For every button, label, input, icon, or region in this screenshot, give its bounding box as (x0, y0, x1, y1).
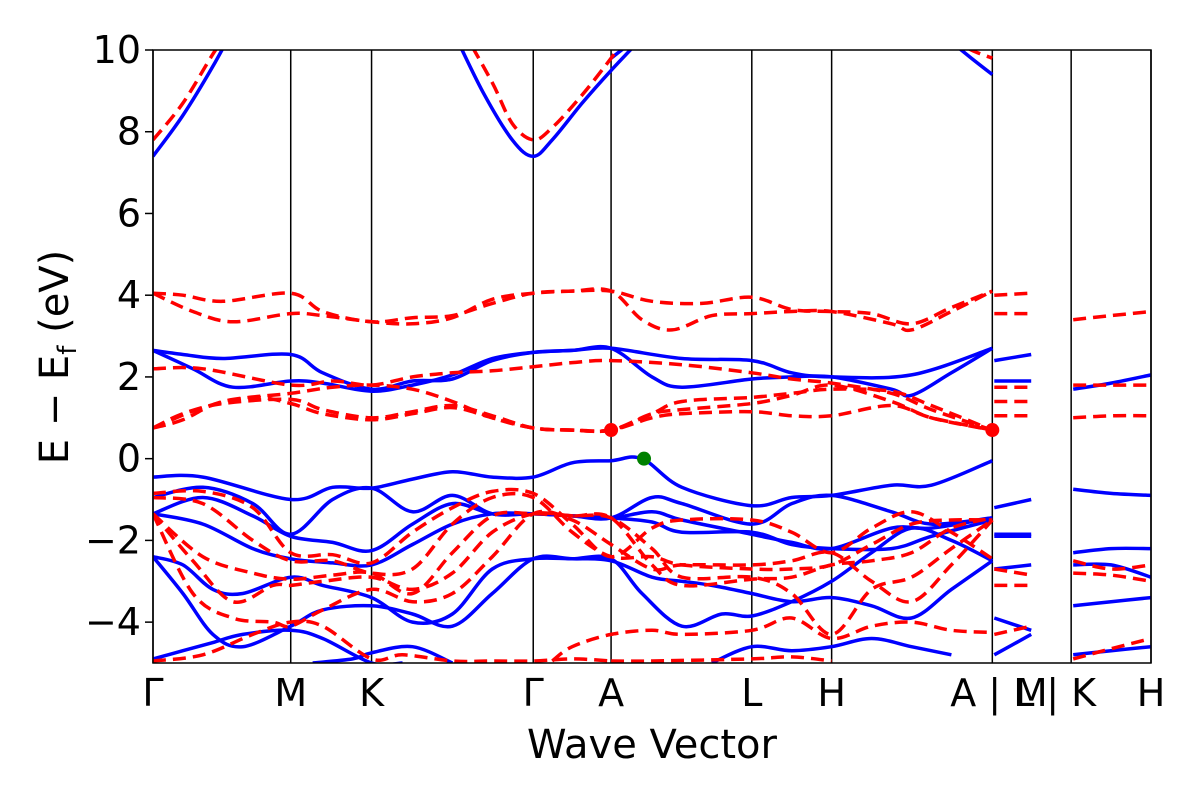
band-line-spin-up (1073, 595, 1151, 608)
x-tick-label: H (1137, 671, 1166, 715)
band-line-spin-down (153, 491, 993, 577)
band-line-spin-up (1073, 487, 1151, 498)
band-line-spin-down (472, 50, 619, 142)
band-line-spin-up (993, 616, 1032, 632)
band-line-spin-down (611, 655, 832, 663)
x-tick-label: Γ (142, 671, 163, 715)
band-line-spin-down (551, 616, 993, 663)
band-line-spin-down (1072, 559, 1151, 571)
band-line-spin-up (153, 344, 994, 398)
x-tick-label: | K (1046, 671, 1097, 716)
y-axis-label-subscript: f (53, 345, 83, 355)
band-line-spin-down (1073, 571, 1151, 584)
y-tick-label: 10 (93, 28, 141, 72)
y-tick-label: 0 (117, 437, 141, 481)
band-line-spin-up (994, 352, 1032, 363)
band-line-spin-down (153, 383, 993, 434)
y-tick-label: 8 (117, 110, 141, 154)
x-tick-label: Γ (523, 671, 544, 715)
band-line-spin-down (153, 511, 994, 637)
band-line-spin-up (1073, 644, 1151, 657)
band-line-spin-up (460, 50, 633, 159)
band-line-spin-down (967, 50, 993, 60)
band-line-spin-up (993, 497, 1032, 510)
band-line-spin-up (153, 455, 993, 508)
plot-frame (152, 49, 1152, 664)
band-line-spin-up (1072, 373, 1151, 391)
y-axis-label-unit: (eV) (32, 250, 78, 346)
vbm-marker (637, 451, 652, 466)
y-tick-label: −2 (85, 518, 141, 562)
band-line-spin-down (153, 287, 994, 333)
x-tick-label: L (741, 671, 762, 715)
band-line-spin-up (958, 50, 994, 76)
y-axis-label-group: E − Ef (eV) (32, 250, 83, 465)
band-line-spin-up (153, 485, 993, 537)
band-line-spin-down (153, 395, 993, 433)
band-line-spin-down (153, 487, 994, 566)
x-tick-label: A | L (950, 671, 1034, 716)
x-tick-label: K (359, 671, 385, 715)
y-axis-label: E − Ef (eV) (32, 250, 83, 465)
x-tick-label: M (274, 671, 307, 715)
band-line-spin-down (1072, 636, 1151, 661)
band-line-spin-down (153, 358, 993, 432)
cbm-marker (604, 423, 619, 438)
band-line-spin-down (1073, 413, 1151, 420)
y-tick-label: −4 (85, 600, 141, 644)
band-line-spin-down (153, 619, 612, 663)
y-tick-label: 4 (117, 273, 141, 317)
x-tick-label: H (817, 671, 846, 715)
band-line-spin-down (994, 567, 1032, 577)
band-line-spin-down (1073, 309, 1151, 322)
band-line-spin-up (1073, 546, 1151, 555)
y-axis-label-main: E − E (32, 355, 78, 465)
y-tick-label: 6 (117, 191, 141, 235)
band-line-spin-up (153, 628, 403, 663)
x-axis-label: Wave Vector (527, 722, 778, 768)
extrema-markers (604, 423, 1000, 466)
band-line-spin-down (153, 510, 993, 596)
band-line-spin-down (153, 50, 218, 142)
band-line-spin-up (312, 644, 454, 663)
x-tick-label: A (598, 671, 624, 715)
band-line-spin-up (153, 554, 994, 649)
band-line-spin-up (993, 632, 1033, 657)
band-lines (153, 50, 1151, 663)
band-line-spin-down (994, 291, 1032, 297)
band-line-spin-down (993, 624, 1032, 637)
y-tick-label: 2 (117, 355, 141, 399)
band-line-spin-up (153, 50, 224, 158)
y-axis-ticks: −4 −2 0 2 4 6 8 10 (85, 28, 153, 644)
x-tick-label: M (1015, 671, 1048, 715)
cbm-marker (985, 423, 1000, 438)
band-line-spin-up (711, 636, 952, 663)
